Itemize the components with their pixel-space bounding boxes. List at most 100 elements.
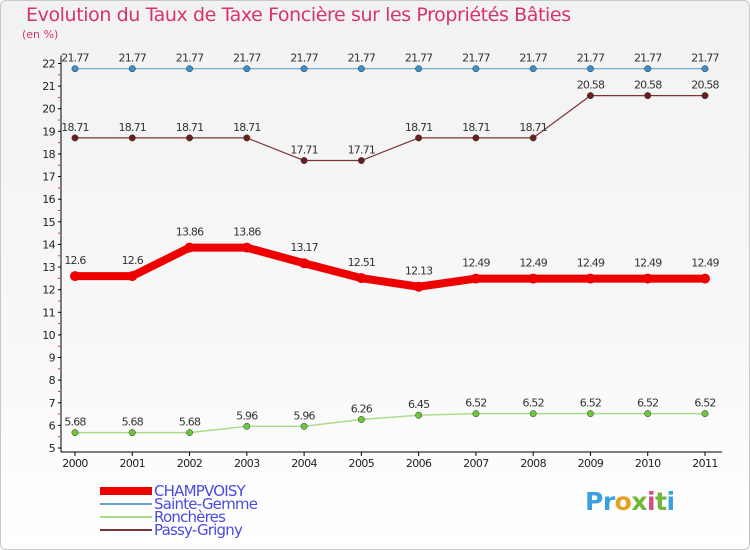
data-label-sainte-gemme: 21.77 <box>348 52 376 65</box>
point-ronch-res <box>644 410 652 418</box>
chart-title: Evolution du Taux de Taxe Foncière sur l… <box>26 4 571 26</box>
point-ronch-res <box>701 410 709 418</box>
data-label-champvoisy: 12.6 <box>122 254 144 267</box>
point-sainte-gemme <box>701 65 709 73</box>
point-sainte-gemme <box>300 65 308 73</box>
y-tick-label: 18 <box>42 148 55 161</box>
point-champvoisy <box>470 273 481 284</box>
point-sainte-gemme <box>71 65 79 73</box>
point-champvoisy <box>642 273 653 284</box>
data-label-ronch-res: 5.68 <box>64 416 86 429</box>
point-sainte-gemme <box>357 65 365 73</box>
legend-swatch-ronchères <box>100 516 152 518</box>
point-ronch-res <box>472 410 480 418</box>
point-passy-grigny <box>243 134 251 142</box>
data-label-ronch-res: 6.52 <box>580 397 601 410</box>
data-label-sainte-gemme: 21.77 <box>634 52 662 65</box>
point-passy-grigny <box>415 134 423 142</box>
data-label-champvoisy: 13.86 <box>176 226 204 239</box>
data-label-champvoisy: 12.49 <box>519 257 547 270</box>
y-tick-label: 12 <box>42 284 55 297</box>
x-tick-label: 2003 <box>234 457 260 470</box>
data-label-champvoisy: 12.13 <box>405 265 433 278</box>
legend-label-champvoisy: CHAMPVOISY <box>154 482 246 500</box>
point-passy-grigny <box>71 134 79 142</box>
point-champvoisy <box>413 281 424 292</box>
x-tick-label: 2008 <box>520 457 546 470</box>
point-passy-grigny <box>644 92 652 100</box>
point-sainte-gemme <box>186 65 193 73</box>
data-label-champvoisy: 12.49 <box>577 257 605 270</box>
data-label-ronch-res: 6.52 <box>465 397 486 410</box>
point-sainte-gemme <box>415 65 423 73</box>
y-tick-label: 9 <box>49 352 56 365</box>
data-label-sainte-gemme: 21.77 <box>519 52 547 65</box>
legend-swatch-passy-grigny <box>100 529 152 531</box>
x-tick-label: 2002 <box>177 457 203 470</box>
point-sainte-gemme <box>644 65 652 73</box>
data-label-passy-grigny: 20.58 <box>577 79 605 92</box>
data-label-ronch-res: 6.52 <box>694 397 715 410</box>
point-champvoisy <box>184 242 195 253</box>
point-ronch-res <box>529 410 537 418</box>
point-passy-grigny <box>472 134 480 142</box>
point-passy-grigny <box>701 92 709 100</box>
data-label-passy-grigny: 18.71 <box>519 121 547 134</box>
point-champvoisy <box>356 273 367 284</box>
point-champvoisy <box>528 273 539 284</box>
point-passy-grigny <box>300 157 308 164</box>
data-label-passy-grigny: 20.58 <box>691 79 719 92</box>
data-label-ronch-res: 6.52 <box>523 397 544 410</box>
y-tick-label: 17 <box>42 171 55 184</box>
x-tick-label: 2010 <box>635 457 661 470</box>
data-label-champvoisy: 12.49 <box>691 257 719 270</box>
data-label-ronch-res: 6.26 <box>351 403 373 416</box>
point-ronch-res <box>587 410 594 418</box>
data-label-passy-grigny: 18.71 <box>176 121 204 134</box>
data-label-sainte-gemme: 21.77 <box>233 52 261 65</box>
chart-axes: 5 6 7 8 9 10 11 12 13 14 15 16 17 18 19 20 21 22 2000 2001 2… <box>42 55 722 470</box>
y-tick-label: 10 <box>42 329 55 342</box>
y-tick-label: 21 <box>42 80 55 93</box>
data-label-passy-grigny: 17.71 <box>290 144 318 157</box>
data-label-champvoisy: 13.86 <box>233 226 261 239</box>
data-label-sainte-gemme: 21.77 <box>691 52 719 65</box>
y-tick-label: 14 <box>42 238 55 251</box>
point-sainte-gemme <box>587 65 594 73</box>
data-label-passy-grigny: 20.58 <box>634 79 662 92</box>
series-line-passy-grigny <box>74 95 706 162</box>
y-tick-label: 22 <box>42 58 55 71</box>
series-line-ronch-res <box>74 412 706 434</box>
series-line-champvoisy <box>71 243 709 291</box>
point-champvoisy <box>127 271 138 282</box>
point-champvoisy <box>299 258 310 269</box>
data-label-ronch-res: 6.45 <box>408 398 430 411</box>
data-label-ronch-res: 5.96 <box>236 409 258 422</box>
y-tick-label: 13 <box>42 261 55 274</box>
point-ronch-res <box>128 429 136 437</box>
data-label-champvoisy: 13.17 <box>290 241 318 254</box>
data-label-sainte-gemme: 21.77 <box>290 52 318 65</box>
y-tick-label: 15 <box>42 216 55 229</box>
point-passy-grigny <box>128 134 136 142</box>
point-sainte-gemme <box>243 65 251 73</box>
data-label-ronch-res: 5.68 <box>122 416 144 429</box>
point-champvoisy <box>585 273 596 284</box>
point-ronch-res <box>415 411 423 419</box>
legend-swatch-champvoisy <box>100 487 152 495</box>
y-tick-label: 7 <box>49 397 56 410</box>
y-tick-label: 5 <box>49 442 56 455</box>
point-passy-grigny <box>529 134 537 142</box>
y-tick-label: 19 <box>42 125 55 138</box>
data-label-sainte-gemme: 21.77 <box>577 52 605 65</box>
data-label-sainte-gemme: 21.77 <box>405 52 433 65</box>
point-ronch-res <box>186 429 193 437</box>
point-champvoisy <box>700 273 710 284</box>
point-passy-grigny <box>186 134 193 142</box>
data-label-sainte-gemme: 21.77 <box>176 52 204 65</box>
point-sainte-gemme <box>472 65 480 73</box>
chart-series <box>70 65 710 437</box>
x-tick-label: 2006 <box>406 457 432 470</box>
data-label-sainte-gemme: 21.77 <box>119 52 147 65</box>
